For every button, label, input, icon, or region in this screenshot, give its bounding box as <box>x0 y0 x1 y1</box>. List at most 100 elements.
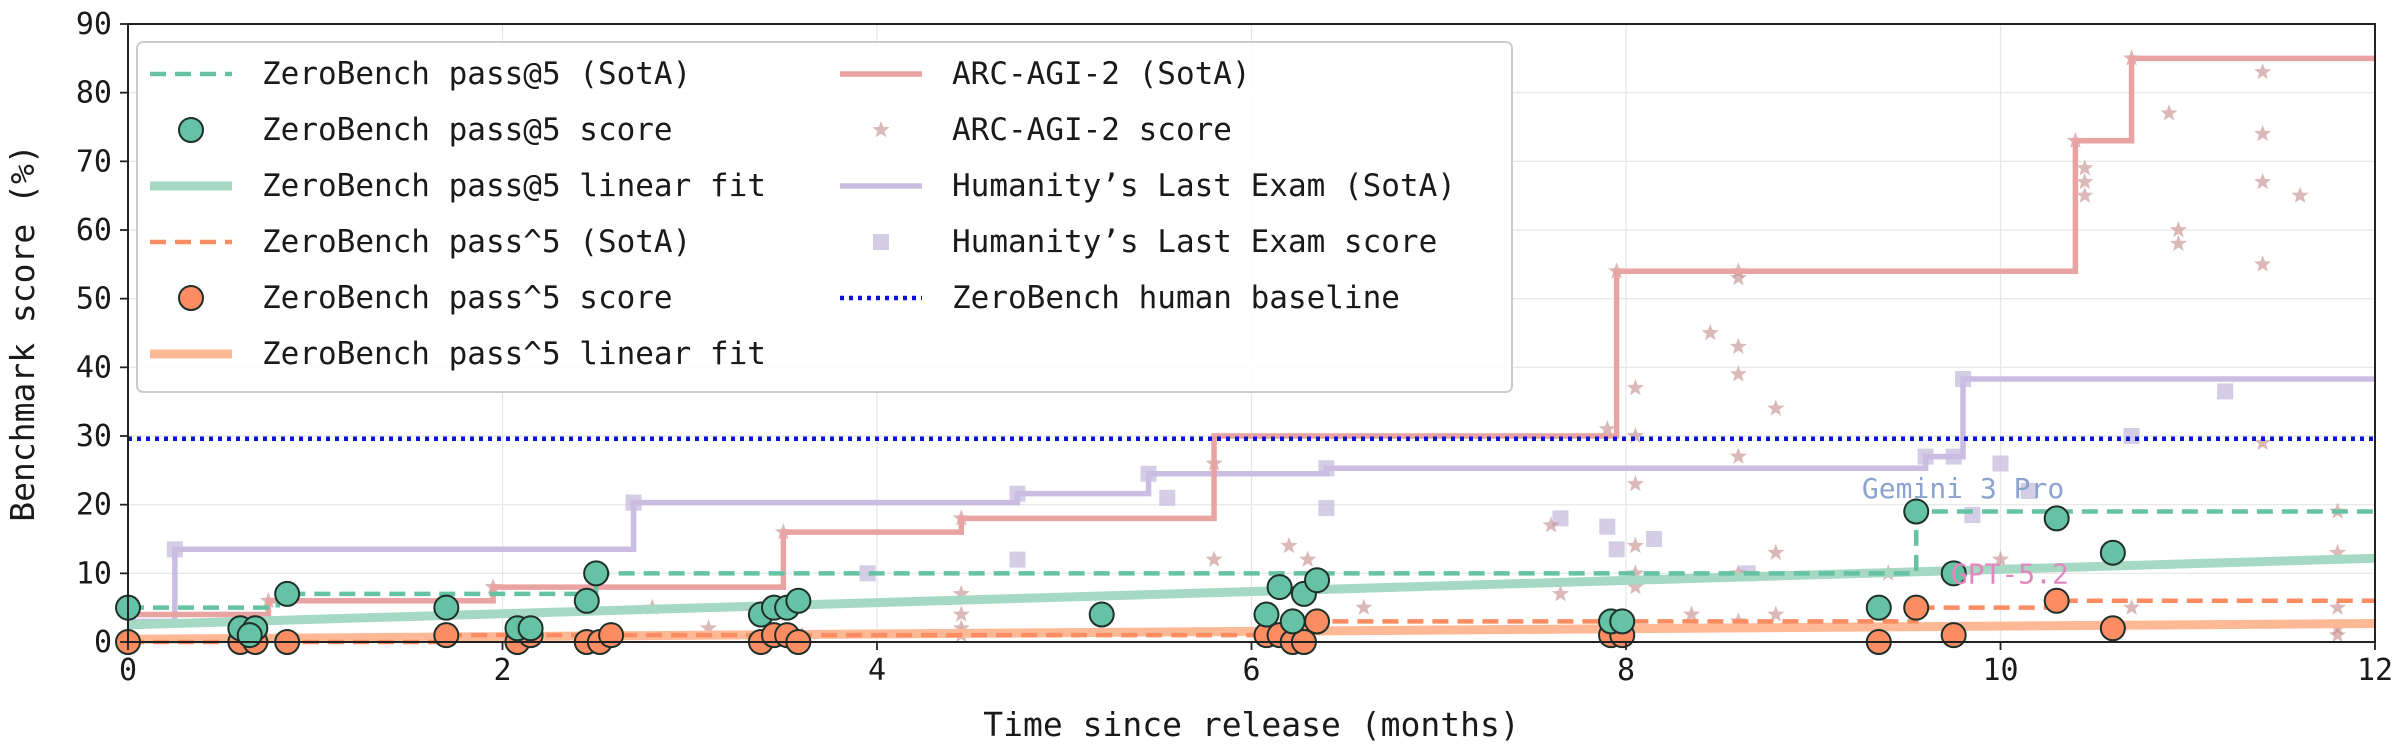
y-tick-label: 80 <box>76 76 112 111</box>
x-tick-label: 4 <box>868 653 886 688</box>
zerobench-pass-5-score-series <box>115 498 2126 649</box>
data-point <box>236 622 263 649</box>
data-point <box>1542 516 1560 533</box>
legend-item-zerobench-pass-5-score: ZeroBench pass@5 score <box>178 112 673 148</box>
x-tick-label: 12 <box>2357 653 2393 688</box>
annotation-label: Gemini 3 Pro <box>1862 472 2064 505</box>
data-point <box>1598 420 1616 437</box>
legend-item-humanity-s-last-exam-sota: Humanity’s Last Exam (SotA) <box>840 168 1456 204</box>
data-point <box>1626 427 1644 444</box>
data-point <box>699 619 717 636</box>
data-point <box>1266 574 1293 601</box>
y-tick-label: 0 <box>94 625 112 660</box>
zerobench-pass-5-linear-fit-series <box>127 553 2376 630</box>
legend-item-arc-agi-2-score: ARC-AGI-2 score <box>872 112 1232 148</box>
data-point <box>1626 564 1644 581</box>
data-point <box>433 622 460 649</box>
x-tick-label: 8 <box>1617 653 1635 688</box>
legend-swatch <box>178 117 204 143</box>
legend-item-zerobench-pass-5-score: ZeroBench pass^5 score <box>178 280 673 316</box>
y-tick-label: 30 <box>76 419 112 454</box>
data-point <box>583 560 610 587</box>
data-point <box>433 594 460 621</box>
data-point <box>1626 578 1644 595</box>
y-tick-label: 20 <box>76 488 112 523</box>
data-point <box>1767 605 1785 622</box>
data-point <box>2099 539 2126 566</box>
data-point <box>1683 605 1701 622</box>
data-point <box>2254 63 2272 80</box>
y-tick-label: 10 <box>76 556 112 591</box>
data-point <box>2123 598 2141 615</box>
data-point <box>1280 536 1298 554</box>
data-point <box>2329 598 2347 615</box>
fit-line <box>127 553 2376 630</box>
data-point <box>2043 505 2070 532</box>
data-point <box>952 584 970 602</box>
humanity-s-last-exam-sota-series <box>128 376 2375 625</box>
data-point <box>2076 186 2094 203</box>
data-point <box>1940 560 1967 587</box>
data-point <box>598 622 625 649</box>
data-point <box>1729 365 1747 382</box>
y-tick-label: 70 <box>76 144 112 179</box>
data-point <box>274 580 301 607</box>
legend-label: ZeroBench pass@5 (SotA) <box>262 56 691 92</box>
legend-item-humanity-s-last-exam-score: Humanity’s Last Exam score <box>873 224 1437 260</box>
legend-box <box>136 41 1513 393</box>
data-point <box>1608 541 1625 558</box>
data-point <box>2076 172 2094 190</box>
legend-label: ZeroBench human baseline <box>952 280 1400 316</box>
legend-label: ZeroBench pass^5 (SotA) <box>262 224 691 260</box>
data-point <box>1009 551 1026 568</box>
x-tick-label: 0 <box>119 653 137 688</box>
legend: ZeroBench pass@5 (SotA) ZeroBench pass@5 … <box>136 41 1513 393</box>
legend-item-zerobench-human-baseline: ZeroBench human baseline <box>840 280 1400 316</box>
data-point <box>1626 536 1644 554</box>
data-point <box>1729 564 1747 581</box>
data-point <box>1903 594 1930 621</box>
x-axis-title: Time since release (months) <box>983 705 1519 744</box>
data-point <box>1701 324 1719 341</box>
data-point <box>2254 255 2272 272</box>
y-tick-label: 50 <box>76 282 112 317</box>
data-point <box>2291 186 2309 203</box>
data-point <box>2254 172 2272 190</box>
data-point <box>2254 124 2272 142</box>
data-point <box>2169 221 2187 238</box>
data-point <box>2254 433 2272 451</box>
legend-label: ZeroBench pass@5 score <box>262 112 673 148</box>
y-tick-label: 40 <box>76 350 112 385</box>
data-point <box>1767 543 1785 560</box>
data-point <box>2160 104 2178 121</box>
data-point <box>2169 234 2187 251</box>
data-point <box>1940 622 1967 649</box>
data-point <box>2076 159 2094 176</box>
annotations: Gemini 3 Pro GPT-5.2 <box>1862 472 2069 591</box>
data-point <box>1626 378 1644 396</box>
legend-swatch <box>873 234 889 250</box>
data-point <box>1304 567 1331 594</box>
x-tick-label: 6 <box>1242 653 1260 688</box>
legend-item-zerobench-pass-5-sota: ZeroBench pass@5 (SotA) <box>150 56 691 92</box>
data-point <box>2020 482 2037 499</box>
data-point <box>1088 601 1115 628</box>
data-point <box>1646 531 1663 547</box>
legend-label: ZeroBench pass@5 linear fit <box>262 168 766 204</box>
data-point <box>1865 594 1892 621</box>
data-point <box>1991 550 2010 567</box>
data-point <box>1729 337 1747 354</box>
y-tick-label: 60 <box>76 213 112 248</box>
x-tick-label: 2 <box>493 653 511 688</box>
data-point <box>1318 500 1335 517</box>
legend-swatch <box>872 121 890 138</box>
y-tick-label: 90 <box>76 7 112 42</box>
legend-swatch <box>178 285 204 311</box>
data-point <box>952 605 970 622</box>
data-point <box>1551 584 1569 602</box>
data-point <box>2217 383 2234 400</box>
data-point <box>785 587 812 614</box>
data-point <box>1767 399 1785 416</box>
data-point <box>573 587 600 614</box>
data-point <box>1626 475 1644 492</box>
